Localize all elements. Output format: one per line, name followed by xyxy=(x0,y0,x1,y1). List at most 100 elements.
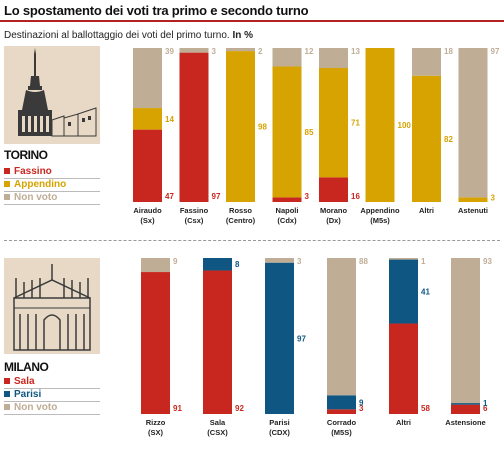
torino-data-label: 97 xyxy=(491,47,500,56)
legend-label: Parisi xyxy=(14,389,42,400)
milano-bar-segment xyxy=(265,262,294,414)
milano-tick-label: (M5S) xyxy=(331,428,352,437)
milano-bar-segment xyxy=(389,259,418,324)
chart-title: Lo spostamento dei voti tra primo e seco… xyxy=(4,3,309,18)
torino-tick-label: Appendino xyxy=(360,206,400,215)
torino-tick-label: (Cdx) xyxy=(277,216,297,225)
milano-bar-segment xyxy=(389,258,418,260)
milano-bar-segment xyxy=(451,404,480,414)
torino-legend-item: Non voto xyxy=(4,192,100,205)
milano-city-name: MILANO xyxy=(4,360,49,374)
torino-tick-label: Rosso xyxy=(229,206,252,215)
milano-legend-item: Sala xyxy=(4,376,100,389)
milano-tick-label: (CDX) xyxy=(269,428,290,437)
milano-bar-segment xyxy=(203,270,232,414)
torino-bar-segment xyxy=(133,108,162,130)
legend-label: Appendino xyxy=(14,179,67,190)
torino-tick-label: Astenuti xyxy=(458,206,488,215)
torino-tick-label: Airaudo xyxy=(133,206,162,215)
subtitle-unit: In % xyxy=(232,30,254,41)
torino-tick-label: (Csx) xyxy=(185,216,204,225)
subtitle-main: Destinazioni al ballottaggio dei voti de… xyxy=(4,30,230,41)
torino-bar-segment xyxy=(319,48,348,69)
milano-data-label: 3 xyxy=(359,404,364,413)
milano-data-label: 9 xyxy=(173,257,178,266)
milano-legend-item: Non voto xyxy=(4,402,100,415)
torino-tick-label: (Centro) xyxy=(226,216,256,225)
torino-data-label: 2 xyxy=(258,47,263,56)
milano-tick-label: Corrado xyxy=(327,418,357,427)
milano-data-label: 8 xyxy=(235,260,240,269)
torino-bar-segment xyxy=(319,68,348,178)
torino-bar-segment xyxy=(365,48,395,202)
torino-bar-segment xyxy=(179,52,209,203)
torino-data-label: 71 xyxy=(351,119,360,128)
milano-data-label: 41 xyxy=(421,288,430,297)
torino-bar-segment xyxy=(226,48,255,52)
milano-tick-label: Rizzo xyxy=(146,418,166,427)
section-divider xyxy=(4,240,500,241)
milano-tick-label: Sala xyxy=(210,418,226,427)
legend-swatch xyxy=(4,194,10,201)
milano-data-label: 97 xyxy=(297,334,306,343)
milano-bar-segment xyxy=(141,258,170,273)
torino-data-label: 100 xyxy=(398,121,412,130)
milano-bar-segment xyxy=(389,323,418,414)
torino-data-label: 82 xyxy=(444,135,453,144)
milano-data-label: 3 xyxy=(297,257,302,266)
milano-tick-label: (SX) xyxy=(148,428,164,437)
milano-legend-item: Parisi xyxy=(4,389,100,402)
milano-duomo-image xyxy=(4,258,100,354)
torino-bar-segment xyxy=(272,48,302,67)
torino-bar-segment xyxy=(412,75,441,202)
milano-tick-label: Altri xyxy=(396,418,411,427)
milano-bar-segment xyxy=(203,258,232,271)
legend-label: Fassino xyxy=(14,166,52,177)
mole-antonelliana-icon xyxy=(4,48,100,144)
torino-bar-segment xyxy=(458,48,488,198)
milano-data-label: 6 xyxy=(483,404,488,413)
torino-data-label: 12 xyxy=(305,47,314,56)
torino-bar-segment xyxy=(226,51,255,202)
milano-tick-label: Astensione xyxy=(445,418,485,427)
duomo-milano-icon xyxy=(13,264,91,351)
torino-data-label: 98 xyxy=(258,123,267,132)
milano-bar-segment xyxy=(327,395,356,410)
torino-bar-segment xyxy=(133,129,162,202)
legend-swatch xyxy=(4,181,10,188)
title-rule xyxy=(0,20,504,22)
milano-data-label: 88 xyxy=(359,257,368,266)
legend-label: Sala xyxy=(14,376,35,387)
milano-bar-segment xyxy=(451,258,480,404)
milano-data-label: 92 xyxy=(235,404,244,413)
torino-data-label: 3 xyxy=(491,193,496,202)
legend-label: Non voto xyxy=(14,192,58,203)
legend-swatch xyxy=(4,391,10,398)
torino-bar-segment xyxy=(272,197,302,202)
milano-data-label: 58 xyxy=(421,404,430,413)
torino-data-label: 3 xyxy=(212,47,217,56)
milano-tick-label: (CSX) xyxy=(207,428,228,437)
torino-bar-segment xyxy=(133,48,162,109)
torino-data-label: 39 xyxy=(165,47,174,56)
milano-bar-segment xyxy=(451,403,480,405)
milano-data-label: 1 xyxy=(421,257,426,266)
torino-tick-label: (M5s) xyxy=(370,216,390,225)
torino-bar-segment xyxy=(319,177,348,202)
torino-bar-segment xyxy=(412,48,441,76)
torino-tick-label: Morano xyxy=(320,206,348,215)
milano-data-label: 1 xyxy=(483,399,488,408)
torino-data-label: 97 xyxy=(212,192,221,201)
torino-bar-segment xyxy=(458,197,488,202)
torino-tick-label: Fassino xyxy=(180,206,209,215)
milano-bar-segment xyxy=(141,272,170,414)
torino-city-name: TORINO xyxy=(4,148,48,162)
torino-bar-segment xyxy=(179,48,209,53)
torino-data-label: 14 xyxy=(165,115,174,124)
torino-tick-label: (Sx) xyxy=(140,216,155,225)
milano-bar-segment xyxy=(265,258,294,263)
legend-swatch xyxy=(4,404,10,411)
torino-data-label: 18 xyxy=(444,47,453,56)
torino-tick-label: Napoli xyxy=(276,206,299,215)
